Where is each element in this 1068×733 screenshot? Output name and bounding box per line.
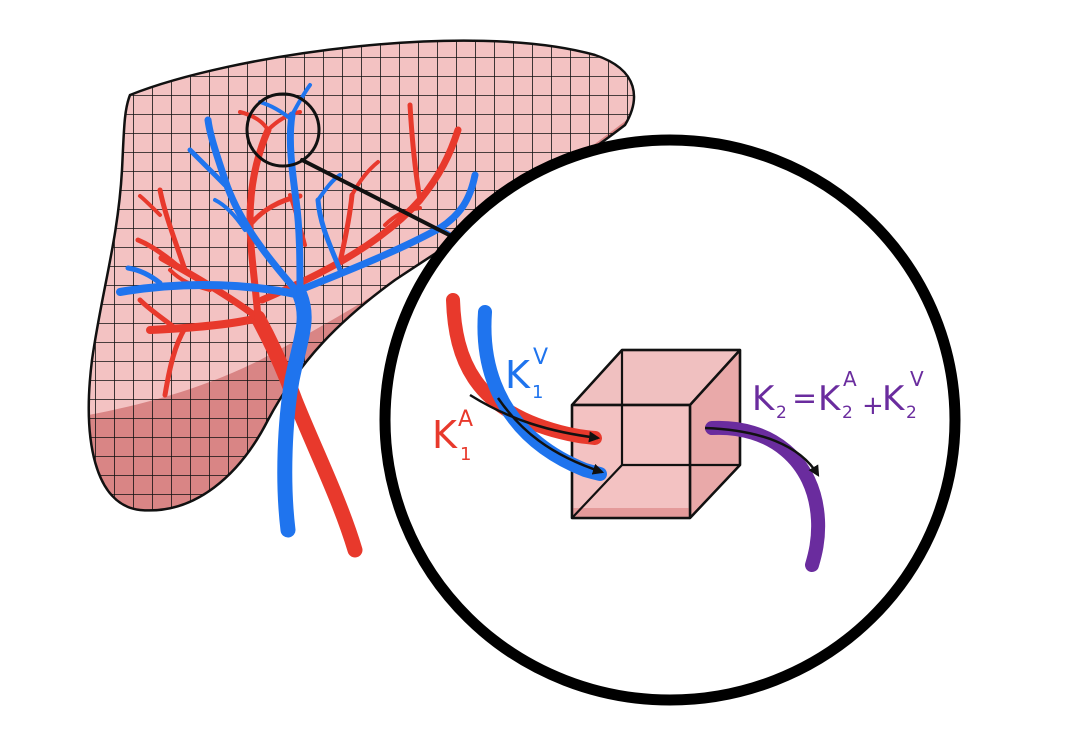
k1a-sup: A — [458, 407, 473, 432]
k2-t1-sup: A — [843, 367, 857, 391]
zoom-connector-line — [300, 158, 457, 240]
cube-bottom-shade — [572, 508, 690, 518]
k2-t1-sub: 2 — [842, 403, 853, 423]
k1v-main: K — [505, 353, 531, 397]
k2-equation-label: K 2 = K 2 A + K 2 V — [752, 367, 924, 423]
k2-t1-main: K — [818, 379, 842, 419]
zoom-indicator — [245, 92, 457, 240]
cube-hidden-edges — [571, 350, 740, 519]
cube-front-face — [570, 403, 692, 520]
k2-plus: + — [862, 391, 884, 421]
k1a-main: K — [432, 413, 458, 457]
arterial-flow-arrow — [469, 393, 601, 443]
zoom-source-circle — [245, 92, 321, 168]
k1a-sub: 1 — [460, 444, 471, 465]
liver-outline — [87, 39, 636, 512]
k2-lhs-main: K — [752, 379, 776, 419]
k2-t2-main: K — [882, 379, 906, 419]
k1-venous-label: K 1 V — [505, 345, 548, 403]
tissue-voxel-cube — [570, 348, 742, 520]
cube-outline — [570, 348, 742, 520]
k1-arterial-label: K 1 A — [432, 407, 473, 465]
zoom-view — [379, 134, 961, 706]
k1v-sup: V — [533, 345, 548, 370]
k2-t2-sup: V — [910, 367, 924, 391]
k1v-sub: 1 — [532, 382, 543, 403]
efflux-flow-arrow — [704, 426, 820, 477]
k2-t2-sub: 2 — [906, 403, 917, 423]
venous-flow-arrow — [496, 397, 605, 475]
k2-lhs-sub: 2 — [776, 403, 787, 423]
hepatic-artery — [135, 102, 462, 558]
k2-eq: = — [792, 381, 817, 416]
